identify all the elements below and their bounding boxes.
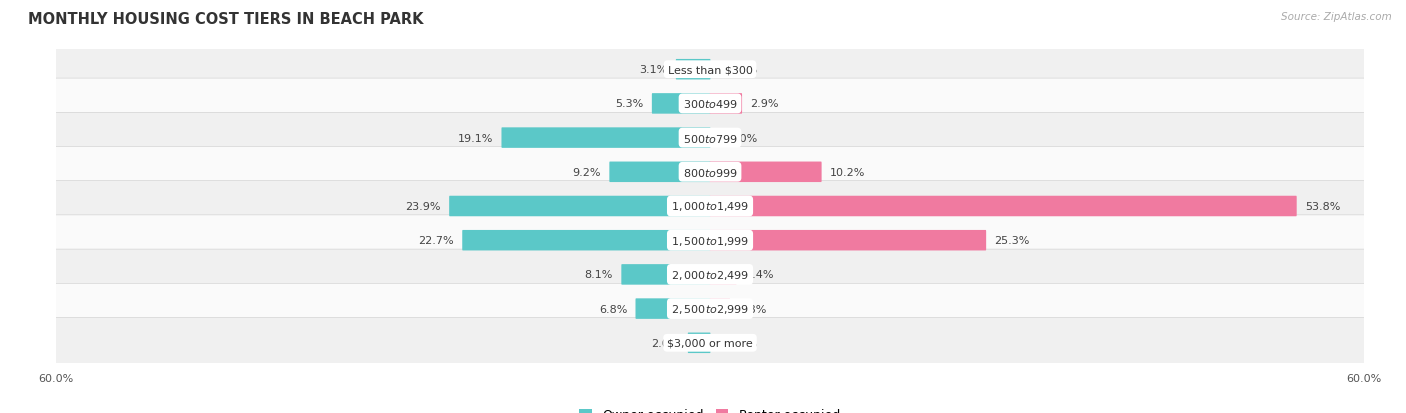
- FancyBboxPatch shape: [52, 45, 1368, 95]
- FancyBboxPatch shape: [463, 230, 710, 251]
- FancyBboxPatch shape: [688, 333, 710, 353]
- Text: Source: ZipAtlas.com: Source: ZipAtlas.com: [1281, 12, 1392, 22]
- Text: Less than $300: Less than $300: [668, 65, 752, 75]
- FancyBboxPatch shape: [636, 299, 710, 319]
- Text: 53.8%: 53.8%: [1305, 202, 1340, 211]
- FancyBboxPatch shape: [52, 284, 1368, 334]
- Text: 5.3%: 5.3%: [616, 99, 644, 109]
- Text: $3,000 or more: $3,000 or more: [668, 338, 752, 348]
- FancyBboxPatch shape: [52, 249, 1368, 300]
- Text: $500 to $799: $500 to $799: [682, 132, 738, 144]
- Text: $1,000 to $1,499: $1,000 to $1,499: [671, 200, 749, 213]
- Text: 0.0%: 0.0%: [730, 133, 758, 143]
- Text: MONTHLY HOUSING COST TIERS IN BEACH PARK: MONTHLY HOUSING COST TIERS IN BEACH PARK: [28, 12, 423, 27]
- Text: 0.0%: 0.0%: [730, 338, 758, 348]
- Text: 2.0%: 2.0%: [651, 338, 679, 348]
- FancyBboxPatch shape: [710, 196, 1296, 217]
- FancyBboxPatch shape: [710, 230, 986, 251]
- Text: 2.9%: 2.9%: [751, 99, 779, 109]
- Text: $800 to $999: $800 to $999: [682, 166, 738, 178]
- FancyBboxPatch shape: [609, 162, 710, 183]
- Text: $2,500 to $2,999: $2,500 to $2,999: [671, 302, 749, 316]
- Text: $1,500 to $1,999: $1,500 to $1,999: [671, 234, 749, 247]
- Text: 6.8%: 6.8%: [599, 304, 627, 314]
- Text: 23.9%: 23.9%: [405, 202, 441, 211]
- Text: 10.2%: 10.2%: [830, 167, 865, 177]
- FancyBboxPatch shape: [52, 215, 1368, 266]
- FancyBboxPatch shape: [52, 147, 1368, 198]
- Text: 19.1%: 19.1%: [458, 133, 494, 143]
- FancyBboxPatch shape: [52, 181, 1368, 232]
- Text: 25.3%: 25.3%: [994, 236, 1029, 246]
- FancyBboxPatch shape: [710, 162, 821, 183]
- FancyBboxPatch shape: [621, 264, 710, 285]
- FancyBboxPatch shape: [710, 94, 742, 114]
- FancyBboxPatch shape: [710, 299, 730, 319]
- Text: 2.4%: 2.4%: [745, 270, 773, 280]
- FancyBboxPatch shape: [710, 264, 737, 285]
- FancyBboxPatch shape: [676, 60, 710, 80]
- Text: 9.2%: 9.2%: [572, 167, 602, 177]
- Text: 0.0%: 0.0%: [730, 65, 758, 75]
- Text: 3.1%: 3.1%: [640, 65, 668, 75]
- FancyBboxPatch shape: [52, 79, 1368, 129]
- Text: $300 to $499: $300 to $499: [682, 98, 738, 110]
- FancyBboxPatch shape: [502, 128, 710, 149]
- FancyBboxPatch shape: [52, 113, 1368, 164]
- Text: $2,000 to $2,499: $2,000 to $2,499: [671, 268, 749, 281]
- FancyBboxPatch shape: [652, 94, 710, 114]
- Text: 8.1%: 8.1%: [585, 270, 613, 280]
- FancyBboxPatch shape: [52, 318, 1368, 368]
- Legend: Owner-occupied, Renter-occupied: Owner-occupied, Renter-occupied: [575, 404, 845, 413]
- Text: 22.7%: 22.7%: [419, 236, 454, 246]
- FancyBboxPatch shape: [449, 196, 710, 217]
- Text: 1.8%: 1.8%: [738, 304, 766, 314]
